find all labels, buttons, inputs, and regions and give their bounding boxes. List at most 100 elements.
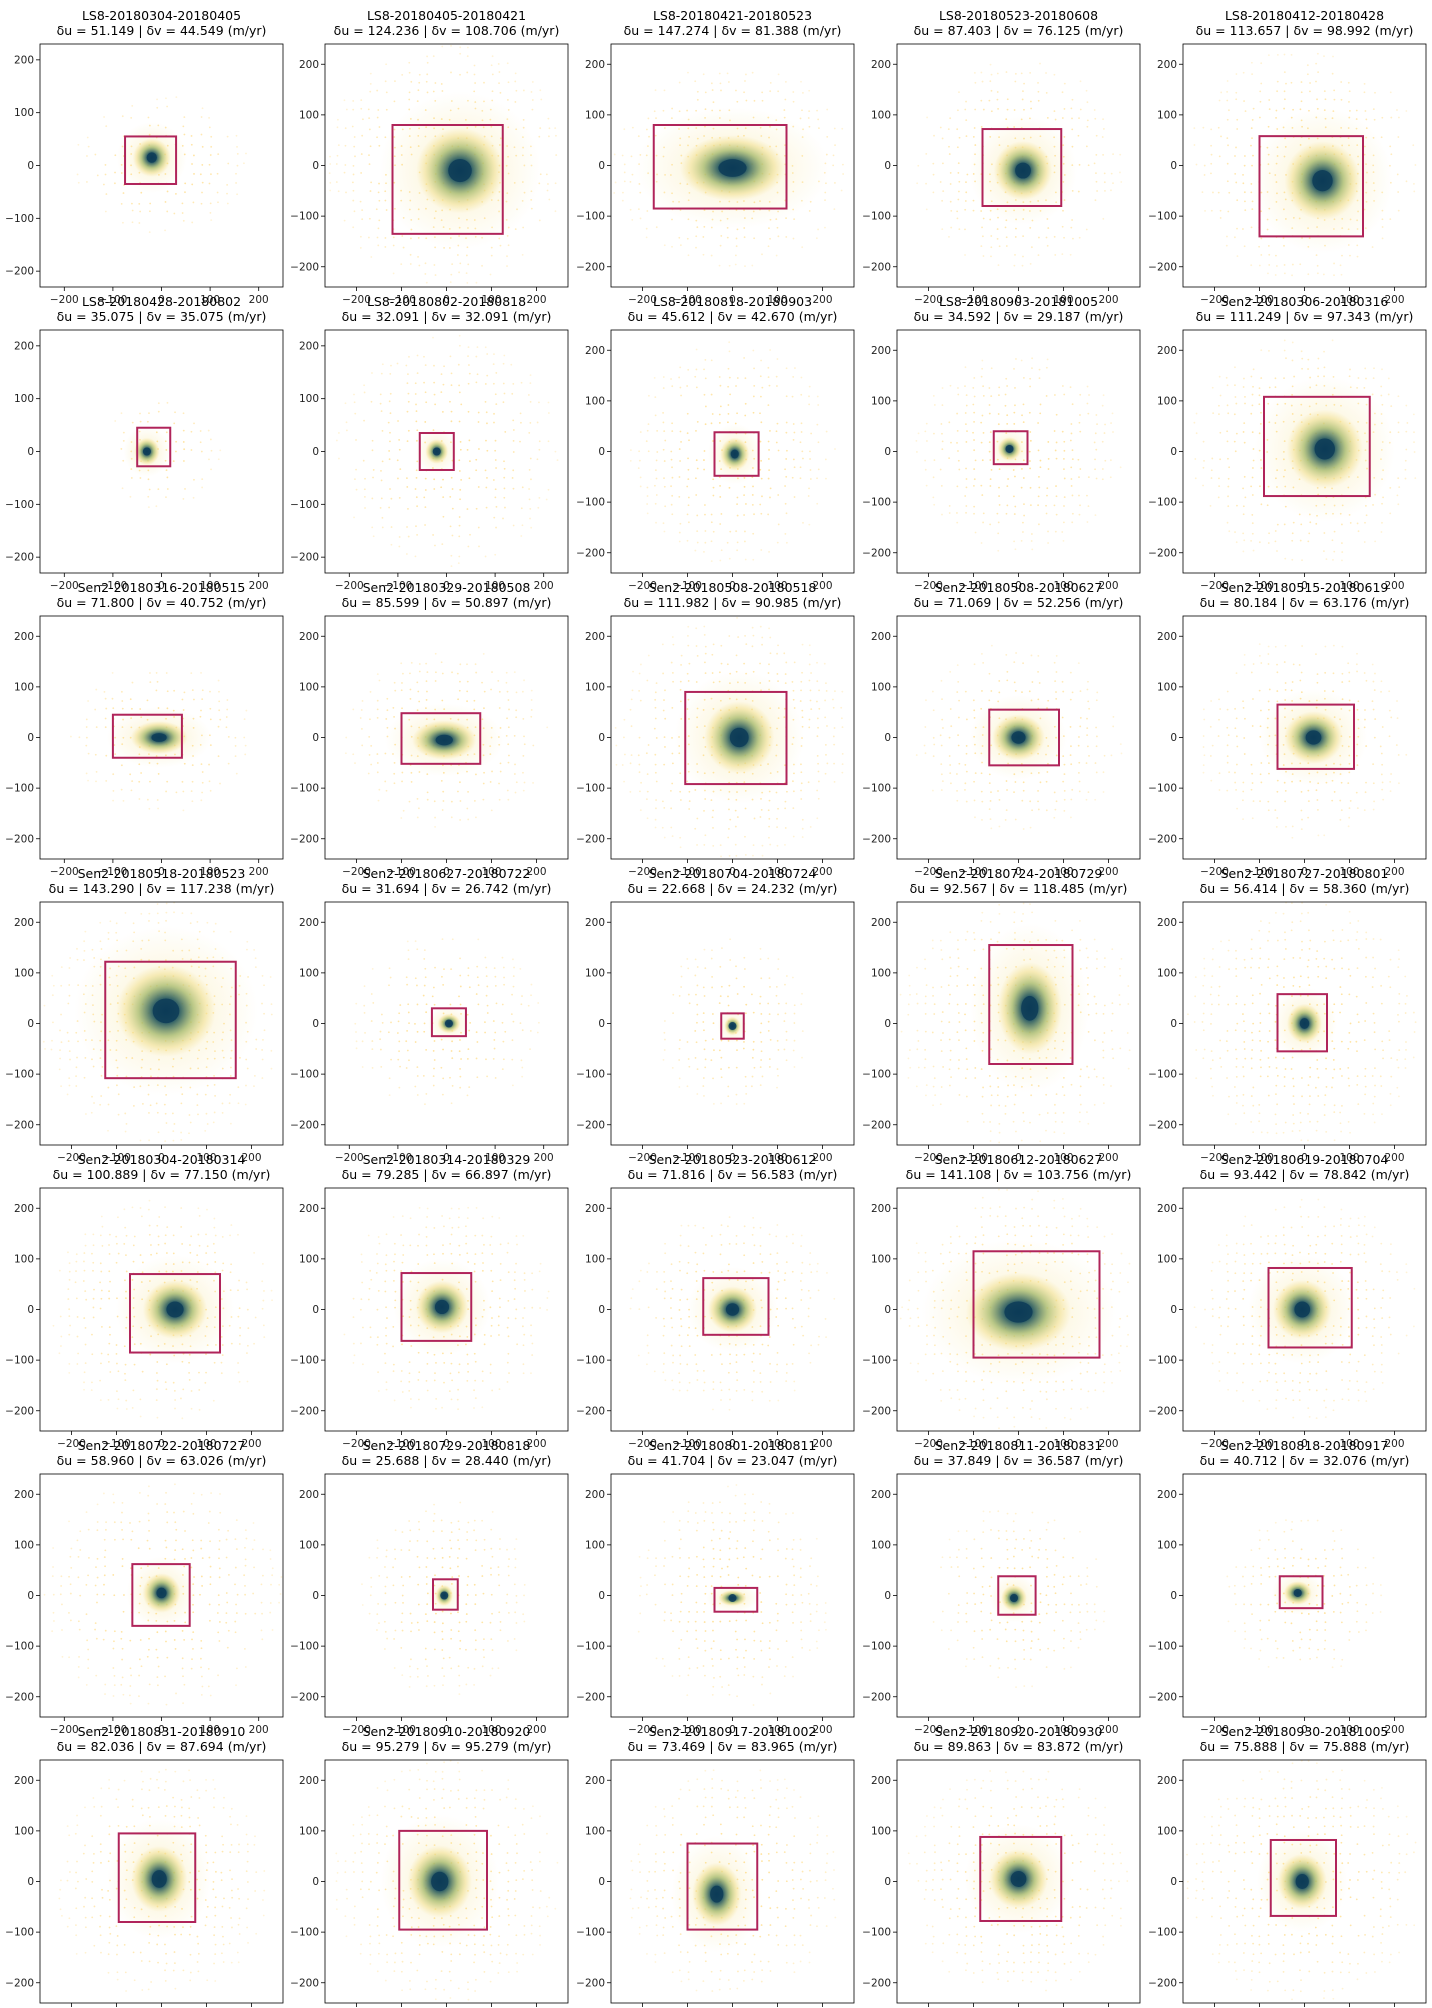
scatter-point xyxy=(131,707,133,710)
scatter-point xyxy=(1102,128,1105,130)
scatter-point xyxy=(1317,808,1319,811)
scatter-point xyxy=(1202,440,1205,443)
scatter-point xyxy=(696,541,699,544)
scatter-point xyxy=(434,246,437,249)
scatter-point xyxy=(776,541,779,544)
scatter-point xyxy=(1020,539,1023,542)
scatter-point xyxy=(210,173,212,176)
scatter-point xyxy=(460,403,463,406)
scatter-point xyxy=(1234,781,1237,784)
density-peak xyxy=(718,159,747,177)
scatter-point xyxy=(1251,200,1254,203)
scatter-point xyxy=(1347,662,1350,665)
scatter-point xyxy=(941,228,944,231)
scatter-point xyxy=(237,1086,240,1089)
scatter-point xyxy=(441,45,444,48)
scatter-point xyxy=(932,395,935,397)
scatter-point xyxy=(696,90,699,93)
scatter-point xyxy=(1380,773,1383,776)
scatter-point xyxy=(529,421,532,424)
scatter-point xyxy=(528,488,530,490)
scatter-point xyxy=(1070,816,1072,819)
scatter-point xyxy=(801,450,804,453)
x-tick-label: 0 xyxy=(1015,866,1022,878)
x-tick-label: 0 xyxy=(1301,866,1308,878)
scatter-point xyxy=(130,789,133,792)
scatter-point xyxy=(95,780,97,783)
scatter-point xyxy=(973,411,976,414)
scatter-point xyxy=(1103,754,1106,757)
scatter-point xyxy=(1120,752,1123,755)
scatter-point xyxy=(398,439,401,441)
y-tick-label: 0 xyxy=(598,160,605,172)
scatter-point xyxy=(915,754,918,756)
scatter-point xyxy=(458,420,461,423)
scatter-point xyxy=(1078,117,1080,119)
scatter-point xyxy=(146,699,149,702)
scatter-point xyxy=(965,135,968,137)
scatter-point xyxy=(1039,62,1041,65)
scatter-point xyxy=(1110,422,1112,424)
scatter-point xyxy=(696,226,699,229)
scatter-point xyxy=(1243,245,1246,248)
scatter-point xyxy=(466,448,469,451)
scatter-point xyxy=(261,975,264,977)
scatter-point xyxy=(1055,457,1058,460)
scatter-point xyxy=(531,99,534,101)
scatter-point xyxy=(172,1139,175,1142)
scatter-point xyxy=(1243,753,1246,755)
scatter-point xyxy=(456,254,459,256)
scatter-point xyxy=(808,726,811,729)
scatter-point xyxy=(663,89,666,92)
scatter-point xyxy=(1365,781,1367,784)
scatter-point xyxy=(181,212,184,214)
scatter-point xyxy=(989,485,992,487)
scatter-point xyxy=(768,469,771,472)
scatter-point xyxy=(753,513,755,516)
scatter-point xyxy=(191,764,194,767)
scatter-point xyxy=(59,1029,61,1032)
scatter-point xyxy=(1251,817,1254,820)
scatter-point xyxy=(711,653,714,656)
scatter-point xyxy=(678,531,681,534)
scatter-point xyxy=(679,680,682,683)
scatter-point xyxy=(426,91,429,94)
scatter-point xyxy=(1071,788,1074,791)
scatter-point xyxy=(663,836,666,839)
scatter-point xyxy=(415,410,418,413)
scatter-point xyxy=(484,346,487,349)
scatter-point xyxy=(744,807,747,810)
scatter-point xyxy=(221,1111,224,1114)
scatter-point xyxy=(1037,654,1040,657)
scatter-point xyxy=(1340,273,1343,276)
scatter-point xyxy=(1283,244,1285,247)
scatter-point xyxy=(490,246,493,249)
scatter-point xyxy=(381,363,384,366)
scatter-point xyxy=(791,395,794,398)
scatter-point xyxy=(728,827,730,830)
x-tick-label: 200 xyxy=(241,1152,261,1164)
scatter-point xyxy=(165,790,168,793)
scatter-point xyxy=(931,690,934,693)
scatter-point xyxy=(371,1040,374,1042)
scatter-point xyxy=(663,530,666,533)
scatter-point xyxy=(408,800,411,803)
scatter-point xyxy=(695,109,697,112)
scatter-point xyxy=(1063,82,1066,85)
scatter-point xyxy=(939,126,942,129)
scatter-point xyxy=(824,743,827,746)
scatter-point xyxy=(1022,828,1025,830)
scatter-point xyxy=(384,237,387,239)
scatter-point xyxy=(1006,789,1008,791)
scatter-point xyxy=(826,762,829,765)
scatter-point xyxy=(1077,744,1080,747)
scatter-point xyxy=(718,671,721,674)
scatter-point xyxy=(393,715,395,718)
scatter-point xyxy=(769,496,771,499)
scatter-point xyxy=(989,431,992,434)
scatter-point xyxy=(654,691,657,694)
scatter-point xyxy=(131,202,133,205)
scatter-point xyxy=(529,382,532,384)
scatter-point xyxy=(416,439,418,442)
y-tick-label: 0 xyxy=(312,160,319,172)
